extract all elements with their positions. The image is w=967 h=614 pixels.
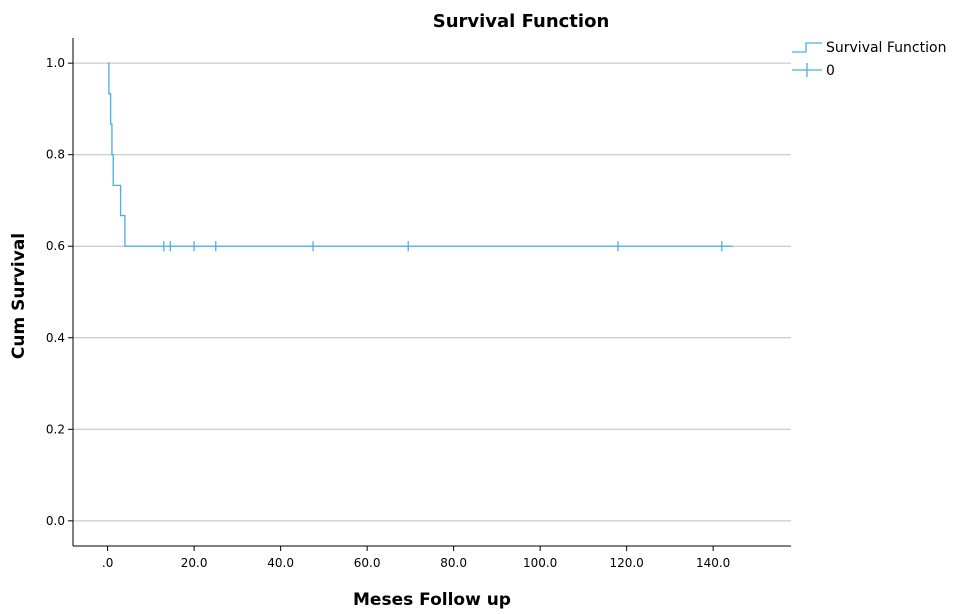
y-tick-label: 0.6 — [46, 239, 65, 253]
grid-layer — [73, 62, 791, 522]
y-axis-title: Cum Survival — [9, 233, 29, 359]
chart-title: Survival Function — [433, 11, 610, 32]
x-tick-label: 40.0 — [267, 556, 294, 570]
legend-label-survival: Survival Function — [826, 40, 946, 56]
legend: Survival Function 0 — [792, 40, 946, 79]
y-tick-label: 0.2 — [46, 422, 65, 436]
y-tick-label: 0.4 — [46, 331, 65, 345]
y-tick-label: 0.8 — [46, 148, 65, 162]
x-tick-label: 60.0 — [354, 556, 381, 570]
legend-survival-swatch — [792, 42, 822, 53]
axis-layer — [68, 38, 791, 551]
y-tick-label: 1.0 — [46, 56, 65, 70]
tick-label-layer: 0.0 0.2 0.4 0.6 0.8 1.0 .0 20.0 40.0 60.0 80.0 100.… — [46, 56, 730, 570]
legend-label-censored: 0 — [826, 63, 835, 79]
x-tick-label: 100.0 — [523, 556, 557, 570]
x-tick-label: .0 — [102, 556, 113, 570]
x-tick-label: 140.0 — [696, 556, 730, 570]
x-tick-label: 20.0 — [181, 556, 208, 570]
survival-function-line — [107, 62, 733, 247]
x-axis-title: Meses Follow up — [353, 590, 511, 609]
series-layer — [107, 62, 733, 252]
x-tick-label: 120.0 — [609, 556, 643, 570]
y-tick-label: 0.0 — [46, 514, 65, 528]
x-tick-label: 80.0 — [440, 556, 467, 570]
